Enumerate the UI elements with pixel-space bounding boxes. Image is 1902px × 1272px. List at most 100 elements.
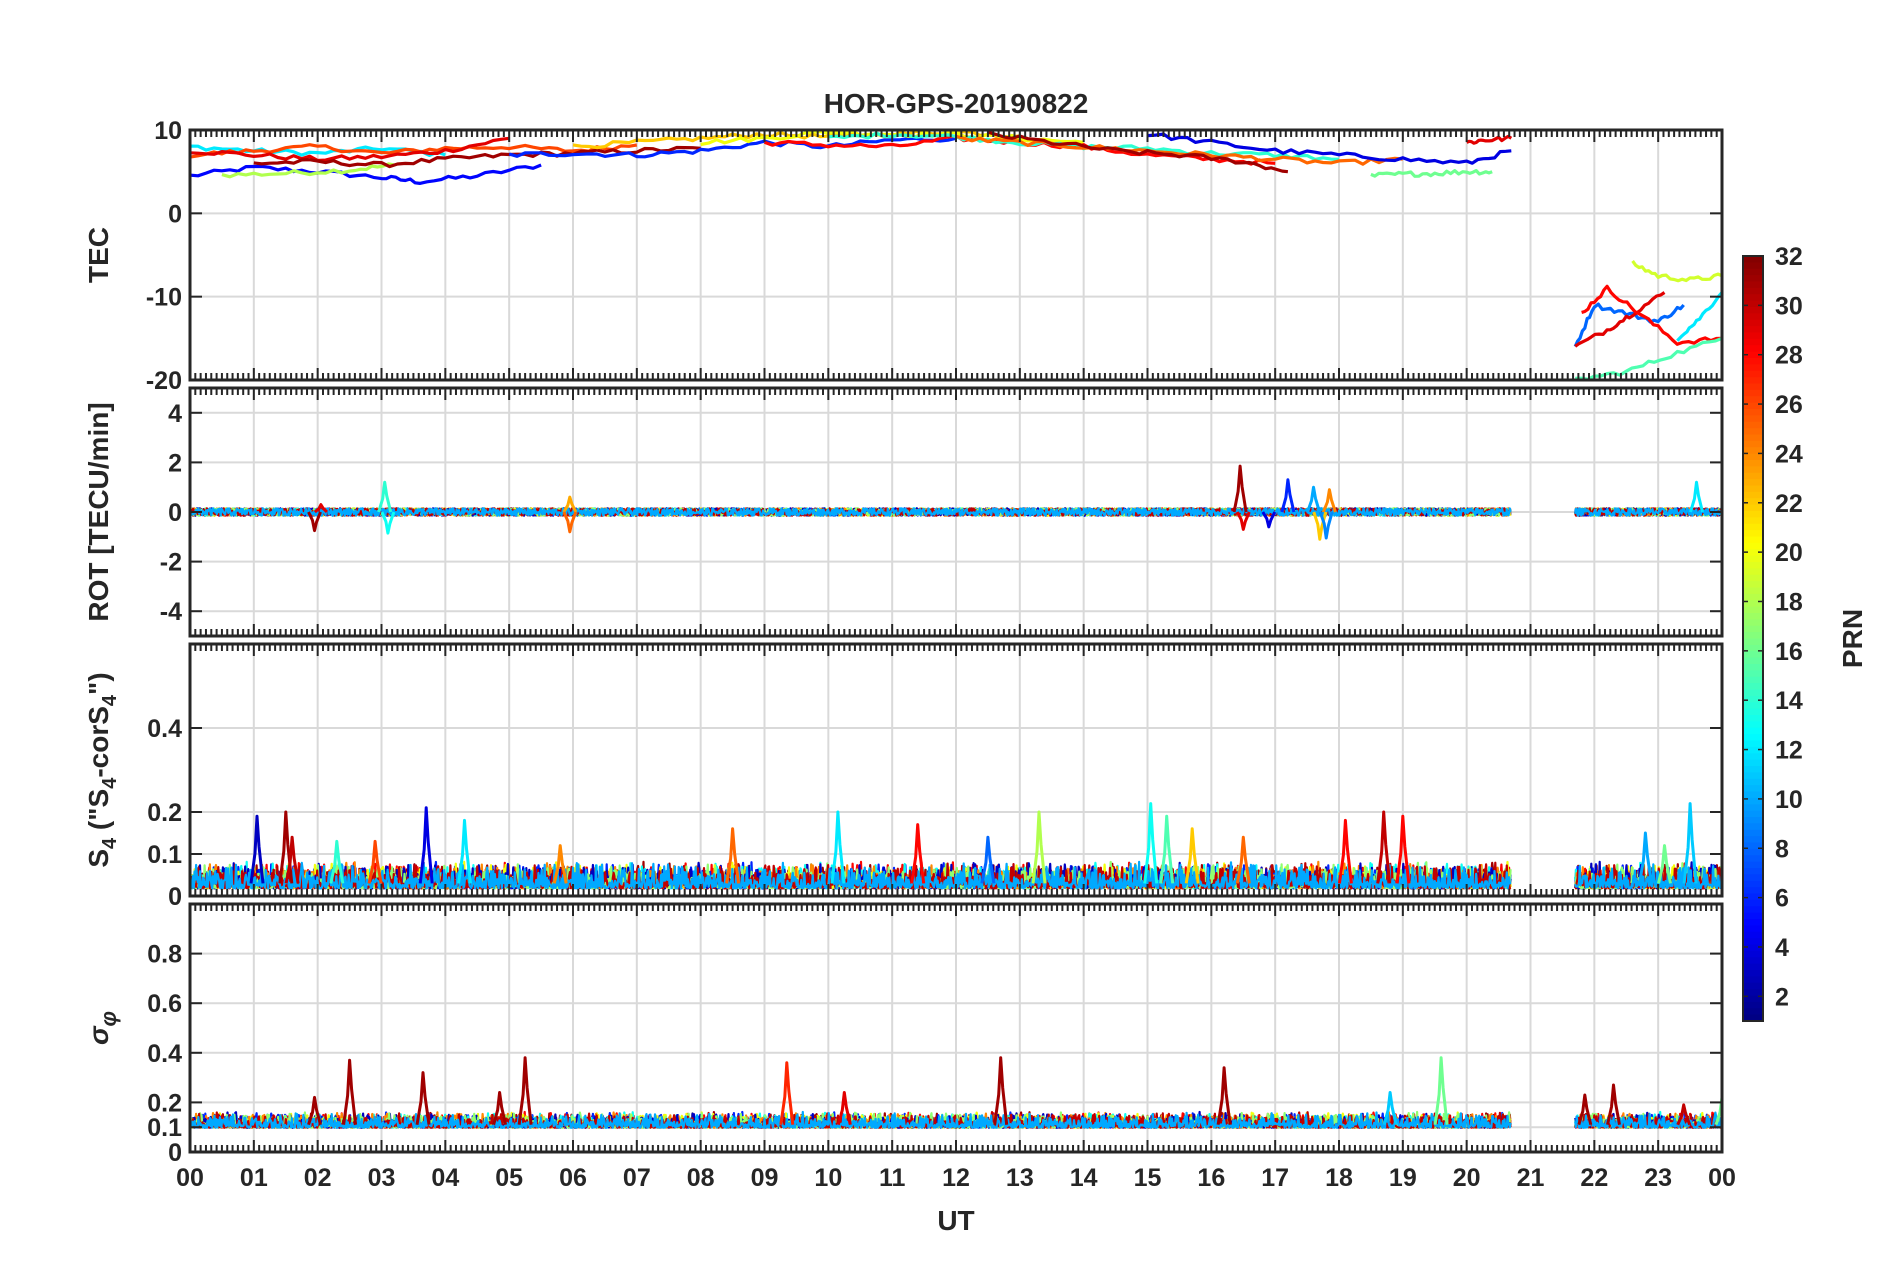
x-ticks	[189, 644, 1723, 896]
tec-series-prn-6	[508, 136, 957, 159]
colorbar-tick-label: 8	[1775, 835, 1789, 863]
colorbar-tick-label: 14	[1775, 687, 1803, 715]
y-tick-label: 10	[154, 117, 182, 145]
spike-prn-31	[1232, 464, 1248, 513]
spike-prn-4	[1261, 511, 1277, 529]
x-tick-label: 18	[1325, 1164, 1353, 1192]
y-axis-label-rot: ROT [TECU/min]	[83, 402, 114, 621]
panel-data	[190, 802, 1722, 890]
y-tick-label: 0.4	[147, 715, 182, 743]
y-tick-label: 0.1	[147, 1114, 182, 1142]
noise-trace-prn-10	[190, 1110, 1722, 1129]
x-tick-labels: 00 01 02 03 04 05 06 07 08 09 10 11 12 13 14 15 16 17 18 19…	[176, 1164, 1736, 1192]
spike-prn-12	[457, 818, 472, 884]
spike-prn-31	[993, 1056, 1009, 1125]
colorbar-tick-label: 2	[1775, 983, 1789, 1011]
spike-prn-30	[1676, 1103, 1692, 1126]
spike-prn-30	[284, 835, 300, 884]
spike-prn-14	[377, 480, 393, 513]
tec-series-prn-29	[190, 136, 510, 163]
spike-prn-12	[1689, 480, 1704, 513]
colorbar-frame	[1742, 255, 1764, 1022]
x-tick-label: 13	[1006, 1164, 1034, 1192]
colorbar-tick-label: 32	[1775, 243, 1803, 271]
colorbar-tick-label: 4	[1775, 934, 1789, 962]
x-tick-label: 23	[1644, 1164, 1672, 1192]
y-tick-label: 0.2	[147, 1089, 182, 1117]
spike-prn-31	[1216, 1066, 1232, 1125]
y-tick-label: -4	[160, 598, 182, 626]
spike-prn-31	[1577, 1093, 1593, 1126]
x-ticks	[189, 130, 1723, 380]
spike-prn-11	[1682, 802, 1698, 884]
x-tick-label: 07	[623, 1164, 651, 1192]
tec-series-prn-18	[221, 162, 395, 179]
y-tick-label: 0	[168, 883, 182, 911]
spike-prn-25	[725, 827, 741, 884]
panel-data	[190, 130, 1722, 380]
x-tick-label: 21	[1517, 1164, 1545, 1192]
x-tick-label: 06	[559, 1164, 587, 1192]
colorbar-tick-label: 20	[1775, 539, 1803, 567]
noise-trace-prn-10	[190, 507, 1722, 517]
tec-series-prn-26	[190, 143, 638, 159]
panel-sigma_phi: 00.10.20.40.60.8σφ	[83, 902, 1724, 1167]
chart-title: HOR-GPS-20190822	[824, 88, 1089, 119]
y-tick-label: -20	[146, 367, 182, 395]
spike-prn-10	[1306, 485, 1321, 513]
x-tick-label: 02	[304, 1164, 332, 1192]
spike-prn-11	[1382, 1091, 1398, 1126]
spike-prn-24	[1322, 488, 1337, 513]
spike-prn-28	[1395, 814, 1411, 884]
colorbar-tick-label: 16	[1775, 638, 1803, 666]
spike-prn-6	[1280, 478, 1296, 513]
y-tick-label: 2	[168, 449, 182, 477]
spike-prn-22	[1184, 827, 1200, 884]
x-tick-label: 04	[431, 1164, 459, 1192]
x-tick-label: 20	[1453, 1164, 1481, 1192]
y-tick-label: -10	[146, 284, 182, 312]
x-tick-label: 10	[814, 1164, 842, 1192]
x-tick-label: 01	[240, 1164, 268, 1192]
x-tick-label: 22	[1580, 1164, 1608, 1192]
tec-series-prn-28	[1581, 284, 1722, 346]
x-tick-label: 05	[495, 1164, 523, 1192]
x-tick-label: 16	[1197, 1164, 1225, 1192]
x-tick-label: 15	[1134, 1164, 1162, 1192]
tec-series-prn-12	[1676, 291, 1722, 342]
spike-prn-16	[1714, 1095, 1722, 1126]
y-tick-label: 0.2	[147, 799, 182, 827]
tec-series-prn-5	[190, 163, 542, 185]
spike-prn-24	[552, 844, 568, 884]
spike-prn-14	[329, 839, 345, 884]
x-tick-label: 00	[176, 1164, 204, 1192]
tec-series-prn-19	[1631, 259, 1722, 283]
panel-data	[190, 1056, 1722, 1129]
spike-prn-29	[1235, 511, 1251, 531]
spike-prn-31	[517, 1056, 533, 1125]
tec-series-prn-15	[1575, 336, 1722, 380]
spike-prn-29	[836, 1091, 852, 1126]
spike-prn-28	[910, 823, 926, 884]
panel-tec: -20 -10 0 10 TEC	[83, 117, 1724, 395]
spike-prn-16	[1657, 844, 1672, 884]
x-axis-label: UT	[937, 1205, 974, 1236]
spike-prn-15	[1159, 814, 1175, 884]
tec-series-prn-29	[1574, 291, 1666, 348]
spike-prn-12	[830, 810, 846, 884]
spike-prn-25	[562, 511, 578, 534]
colorbar-tick-label: 30	[1775, 292, 1803, 320]
tec-series-prn-16	[1370, 169, 1493, 178]
tec-series-prn-25	[955, 134, 1403, 166]
x-ticks	[189, 388, 1723, 636]
colorbar-tick-label: 22	[1775, 490, 1803, 518]
spike-prn-31	[415, 1071, 431, 1125]
tec-series-prn-29	[1465, 134, 1513, 145]
x-tick-label: 14	[1070, 1164, 1098, 1192]
grid	[190, 130, 1722, 380]
colorbar-tick-label: 28	[1775, 342, 1803, 370]
colorbar-tick-label: 12	[1775, 737, 1803, 765]
